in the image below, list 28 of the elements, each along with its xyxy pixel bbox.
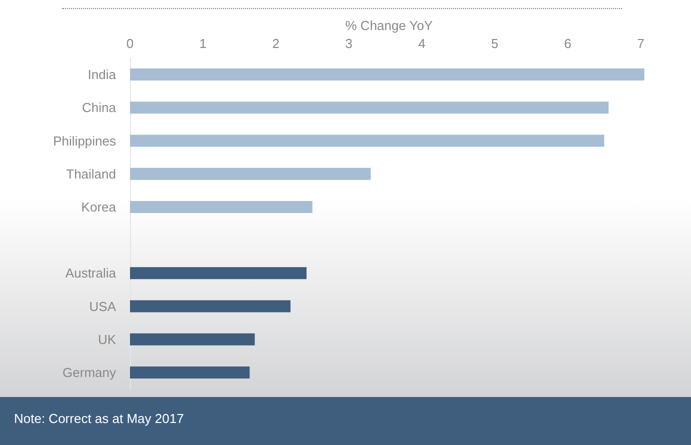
bar — [130, 102, 609, 114]
y-tick-label: Germany — [62, 364, 116, 380]
bar — [130, 333, 255, 346]
bar — [130, 300, 291, 312]
x-tick-label: 2 — [272, 36, 280, 51]
y-tick-label: Philippines — [53, 133, 116, 148]
y-tick-label: UK — [98, 332, 116, 347]
x-tick-label: 5 — [491, 36, 498, 51]
y-tick-label: Thailand — [66, 166, 116, 182]
x-tick-label: 6 — [564, 36, 572, 51]
x-tick-label: 3 — [345, 36, 352, 51]
x-tick-label: 7 — [637, 36, 644, 51]
y-tick-label: India — [88, 67, 117, 82]
y-tick-label: Australia — [65, 266, 117, 281]
bar — [130, 366, 250, 378]
y-tick-label: Korea — [81, 199, 117, 214]
y-tick-label: USA — [89, 298, 116, 314]
bar — [130, 200, 312, 213]
x-tick-label: 1 — [199, 36, 207, 51]
x-axis-title: % Change YoY — [345, 18, 434, 34]
bar — [130, 168, 371, 180]
bar — [130, 134, 604, 147]
bar — [130, 267, 307, 280]
x-tick-label: 0 — [126, 36, 134, 51]
text: Note: Correct as at May 2017 — [14, 410, 184, 427]
x-tick-label: 4 — [418, 36, 426, 51]
y-tick-label: China — [82, 100, 117, 116]
bar — [130, 68, 644, 81]
